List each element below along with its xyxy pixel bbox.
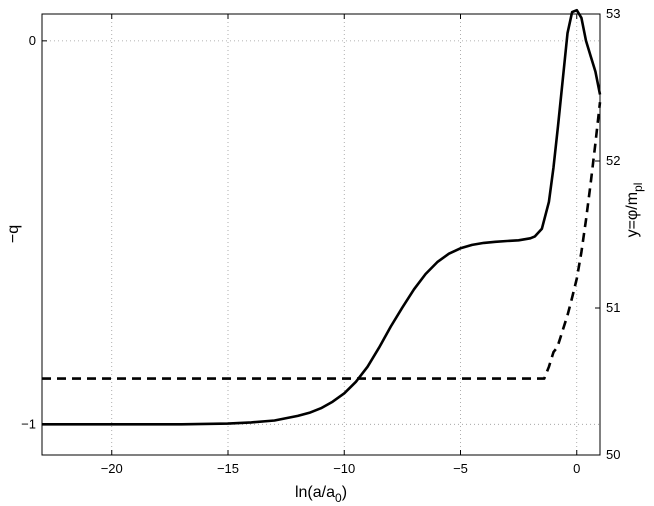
- x-tick-label: −10: [333, 461, 355, 476]
- y-axis-right-label: y=φ/mpl: [624, 183, 645, 238]
- y-left-tick-label: −1: [21, 416, 36, 431]
- x-tick-label: −5: [453, 461, 468, 476]
- y-right-tick-label: 51: [606, 300, 620, 315]
- series-line-dashed: [42, 102, 602, 380]
- y-axis-left-label: −q: [5, 225, 22, 243]
- x-tick-label: −20: [101, 461, 123, 476]
- series-layer: [42, 8, 602, 426]
- ticks: −20 −15 −10 −5 0 0 −1 50 51 52 53: [21, 6, 620, 476]
- y-right-tick-label: 50: [606, 447, 620, 462]
- y-left-tick-label: 0: [29, 33, 36, 48]
- x-tick-label: 0: [573, 461, 580, 476]
- series-line-solid: [42, 8, 602, 426]
- x-axis-label: ln(a/a0): [295, 484, 347, 505]
- x-tick-label: −15: [217, 461, 239, 476]
- plot-frame: [41, 13, 601, 456]
- y-right-tick-label: 53: [606, 6, 620, 21]
- y-right-tick-label: 52: [606, 153, 620, 168]
